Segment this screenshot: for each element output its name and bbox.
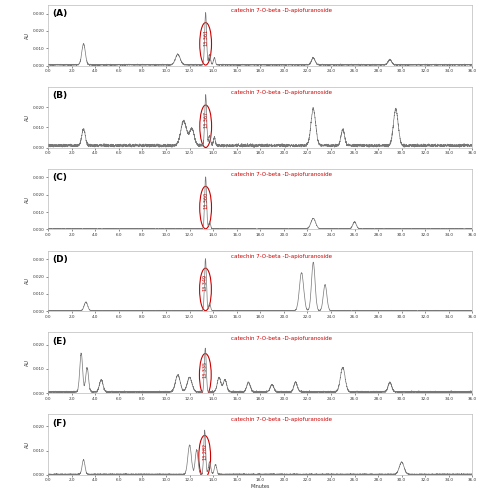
- Text: 13.367: 13.367: [203, 111, 208, 128]
- Y-axis label: AU: AU: [25, 196, 30, 202]
- Text: 13.282: 13.282: [202, 442, 207, 460]
- Y-axis label: AU: AU: [25, 360, 30, 366]
- Text: catechin 7-O-beta -D-apiofuranoside: catechin 7-O-beta -D-apiofuranoside: [230, 254, 332, 258]
- Text: (C): (C): [53, 173, 67, 182]
- Text: 13.361: 13.361: [203, 28, 208, 46]
- Y-axis label: AU: AU: [25, 441, 30, 448]
- X-axis label: Minutes: Minutes: [251, 484, 270, 489]
- Text: (A): (A): [53, 9, 67, 18]
- Text: catechin 7-O-beta -D-apiofuranoside: catechin 7-O-beta -D-apiofuranoside: [230, 172, 332, 177]
- Y-axis label: AU: AU: [25, 32, 30, 39]
- Text: (E): (E): [53, 336, 67, 345]
- Text: catechin 7-O-beta -D-apiofuranoside: catechin 7-O-beta -D-apiofuranoside: [230, 418, 332, 422]
- Text: 13.335: 13.335: [203, 360, 208, 378]
- Text: (F): (F): [53, 418, 67, 428]
- Text: catechin 7-O-beta -D-apiofuranoside: catechin 7-O-beta -D-apiofuranoside: [230, 336, 332, 340]
- Text: 13.349: 13.349: [203, 274, 208, 291]
- Text: (D): (D): [53, 255, 68, 264]
- Text: catechin 7-O-beta -D-apiofuranoside: catechin 7-O-beta -D-apiofuranoside: [230, 8, 332, 13]
- Y-axis label: AU: AU: [25, 278, 30, 284]
- Text: (B): (B): [53, 91, 67, 100]
- Text: catechin 7-O-beta -D-apiofuranoside: catechin 7-O-beta -D-apiofuranoside: [230, 90, 332, 95]
- Text: 13.360: 13.360: [203, 192, 208, 210]
- Y-axis label: AU: AU: [25, 114, 30, 120]
